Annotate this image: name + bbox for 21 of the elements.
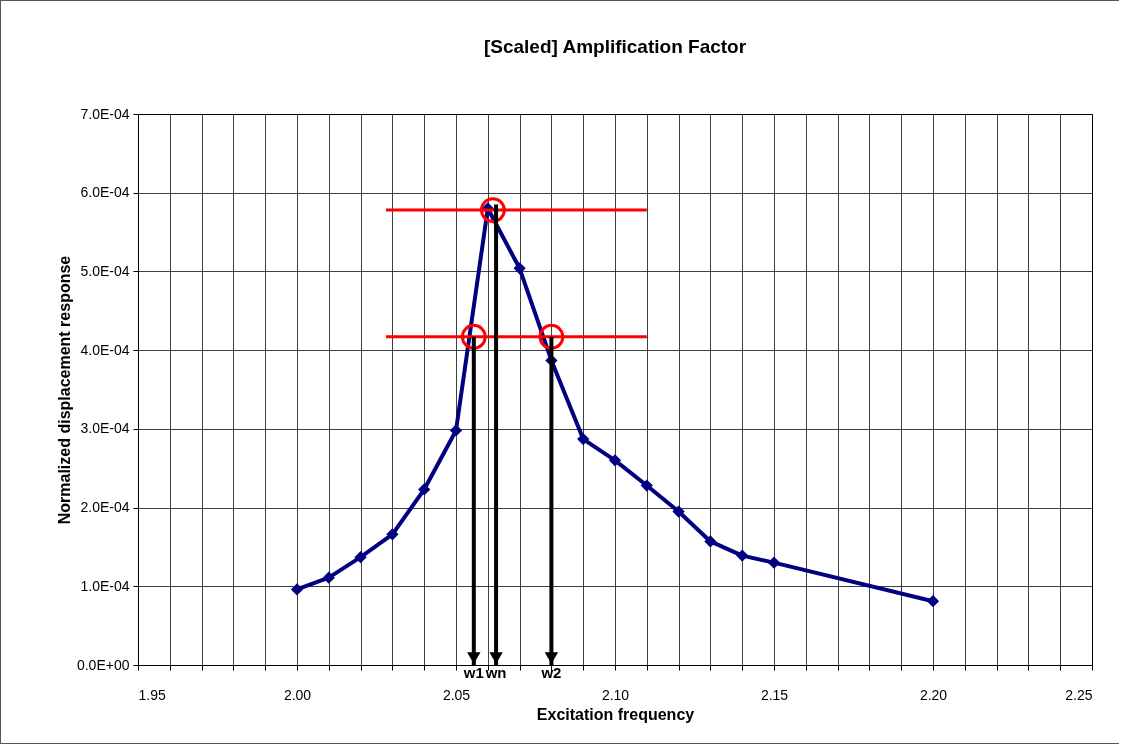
y-tick-label: 4.0E-04	[80, 341, 130, 358]
x-axis-title: Excitation frequency	[536, 705, 695, 723]
annotation: wn	[484, 664, 507, 681]
x-tick-label: 2.00	[283, 686, 312, 703]
x-tick-label: 1.95	[138, 686, 166, 703]
y-tick-label: 3.0E-04	[80, 420, 130, 437]
x-tick-label: 2.15	[760, 686, 789, 703]
y-tick-label: 2.0E-04	[80, 499, 130, 516]
x-tick-label: 2.05	[442, 686, 471, 703]
x-tick-label: 2.20	[919, 686, 948, 703]
annotation: w2	[540, 664, 562, 681]
y-tick-label: 1.0E-04	[80, 577, 130, 594]
x-tick-label: 2.25	[1065, 686, 1093, 703]
y-tick-label: 6.0E-04	[80, 184, 130, 201]
y-tick-label: 5.0E-04	[80, 262, 130, 279]
annotation: w1	[462, 664, 484, 681]
chart-title: [Scaled] Amplification Factor	[483, 36, 747, 57]
y-axis-title: Normalized displacement response	[55, 255, 73, 525]
y-tick-label: 0.0E+00	[76, 656, 130, 673]
x-tick-label: 2.10	[601, 686, 630, 703]
y-tick-label: 7.0E-04	[80, 105, 130, 122]
